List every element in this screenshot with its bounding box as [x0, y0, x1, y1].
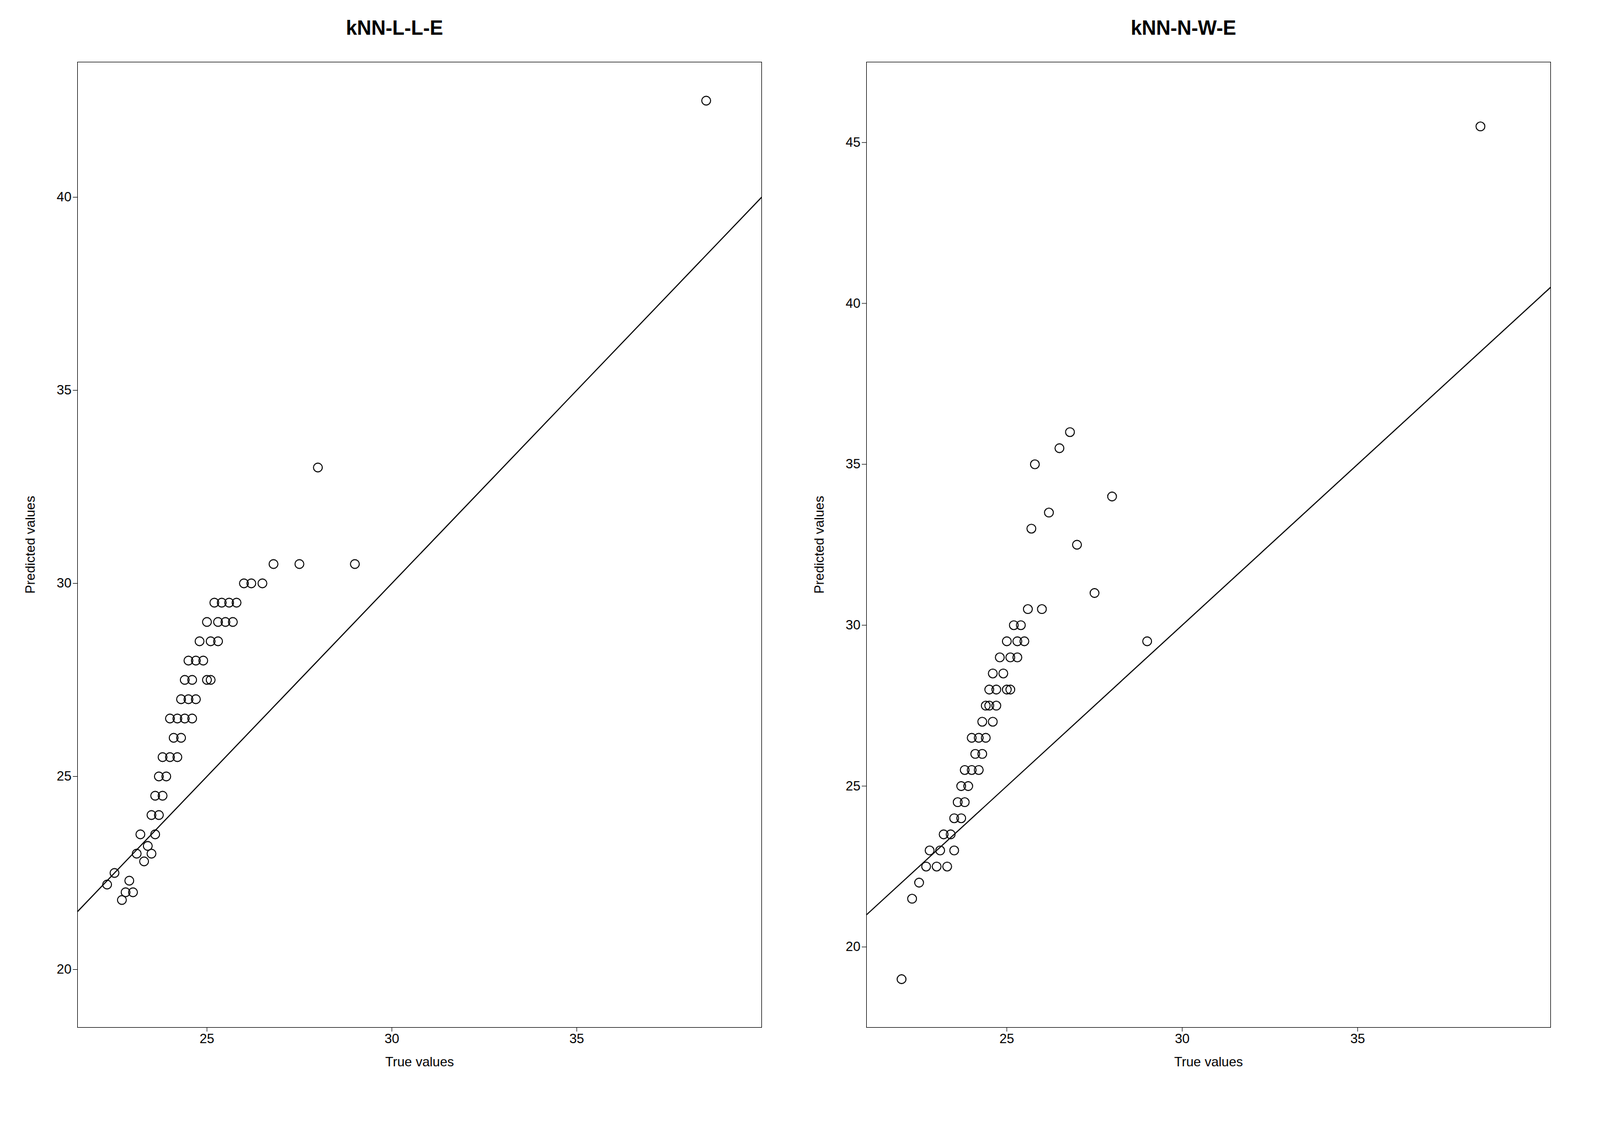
svg-text:20: 20 — [56, 961, 72, 977]
svg-text:35: 35 — [569, 1031, 585, 1047]
svg-text:25: 25 — [845, 778, 861, 794]
svg-text:True values: True values — [385, 1054, 455, 1070]
svg-text:Predicted values: Predicted values — [811, 496, 827, 594]
svg-text:25: 25 — [56, 768, 72, 784]
html-text:kNN-N-W-E: kNN-N-W-E — [1130, 16, 1237, 40]
svg-text:30: 30 — [384, 1031, 400, 1047]
svg-text:40: 40 — [845, 295, 861, 311]
svg-text:30: 30 — [56, 575, 72, 591]
svg-text:30: 30 — [845, 617, 861, 633]
svg-text:40: 40 — [56, 189, 72, 205]
svg-text:25: 25 — [199, 1031, 215, 1047]
svg-text:True values: True values — [1174, 1054, 1244, 1070]
svg-text:30: 30 — [1174, 1031, 1190, 1047]
svg-text:35: 35 — [56, 382, 72, 398]
svg-text:35: 35 — [845, 456, 861, 472]
svg-text:20: 20 — [845, 939, 861, 954]
svg-text:25: 25 — [999, 1031, 1015, 1047]
svg-text:Predicted values: Predicted values — [22, 496, 38, 594]
svg-text:35: 35 — [1350, 1031, 1365, 1047]
html-text:kNN-L-L-E: kNN-L-L-E — [345, 16, 444, 40]
svg-text:45: 45 — [845, 134, 861, 150]
